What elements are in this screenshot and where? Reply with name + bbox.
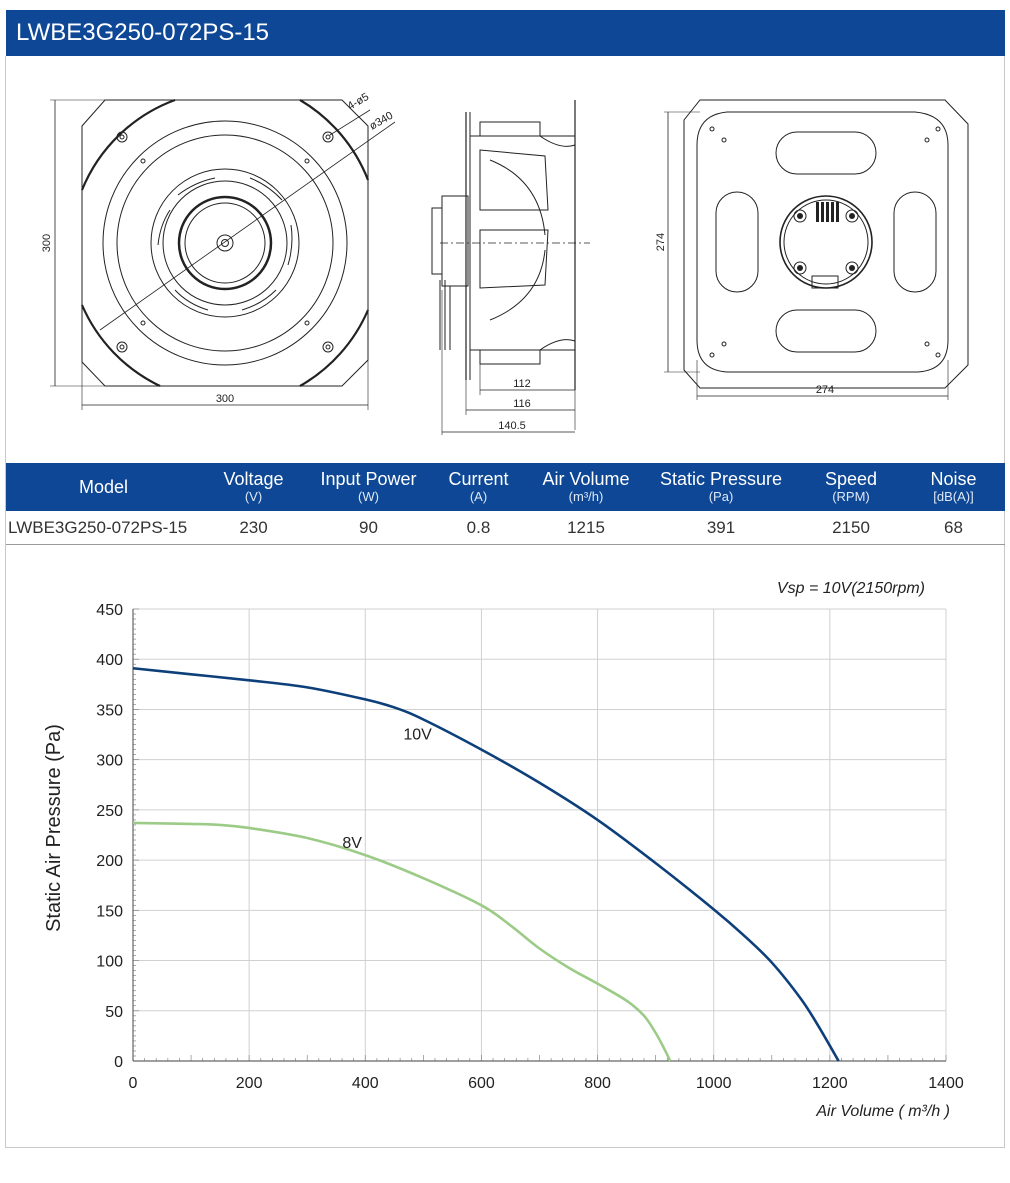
x-tick-labels: 0 200 400 600 800 1000 1200 1400 (129, 1075, 964, 1092)
col-input-power: Input Power (W) (320, 469, 417, 504)
series-label-8v: 8V (342, 835, 362, 852)
series-label-10v: 10V (403, 727, 432, 744)
col-model: Model (78, 477, 129, 497)
cell-model: LWBE3G250-072PS-15 (8, 518, 188, 537)
cell-current: 0.8 (466, 518, 491, 537)
chart-annotation: Vsp = 10V(2150rpm) (777, 580, 925, 597)
back-width-dim: 274 (816, 384, 834, 396)
heatsink-icon (816, 202, 839, 222)
diameter-dim: ø340 (368, 110, 396, 133)
y-tick-label: 150 (96, 903, 123, 920)
back-view-drawing (664, 99, 969, 400)
cell-voltage: 230 (239, 518, 268, 537)
col-air-volume: Air Volume (m³/h) (542, 469, 630, 504)
side-dim-3: 140.5 (498, 420, 526, 432)
y-tick-label: 350 (96, 702, 123, 719)
side-view-drawing (431, 100, 590, 435)
x-tick-label: 400 (352, 1075, 379, 1092)
cell-speed: 2150 (832, 518, 870, 537)
y-tick-label: 400 (96, 652, 123, 669)
front-height-dim: 300 (41, 234, 53, 252)
y-axis-label: Static Air Pressure (Pa) (43, 724, 65, 932)
content-frame (5, 56, 1005, 1148)
cell-static-pressure: 391 (706, 518, 736, 537)
cell-input-power: 90 (359, 518, 378, 537)
performance-chart: 0 200 400 600 800 1000 1200 1400 0 50 100 150 200 25… (43, 580, 964, 1120)
x-tick-label: 800 (584, 1075, 611, 1092)
side-dim-1: 112 (513, 378, 531, 390)
chart-grid (133, 608, 947, 1061)
cell-noise: 68 (944, 518, 963, 537)
back-height-dim: 274 (655, 233, 667, 251)
chart-minor-ticks (132, 608, 947, 1062)
x-tick-label: 600 (468, 1075, 495, 1092)
y-tick-label: 200 (96, 853, 123, 870)
holes-dim: 4-ø5 (346, 91, 372, 113)
y-tick-label: 450 (96, 602, 123, 619)
technical-drawings: 300 300 4-ø5 ø340 112 116 140.5 (41, 91, 969, 435)
spec-table-header: Model Voltage (V) Input Power (W) Current(… (6, 463, 1005, 511)
y-tick-label: 300 (96, 753, 123, 770)
cell-air-volume: 1215 (567, 518, 605, 537)
x-tick-label: 1000 (696, 1075, 732, 1092)
table-row: LWBE3G250-072PS-15 230 90 0.8 1215 391 2… (6, 512, 1005, 545)
y-tick-label: 0 (114, 1054, 123, 1071)
y-tick-label: 250 (96, 803, 123, 820)
front-view-drawing (50, 98, 396, 410)
chart-series: 10V 8V (132, 666, 840, 1062)
x-tick-label: 1200 (812, 1075, 848, 1092)
x-tick-label: 0 (129, 1075, 138, 1092)
series-line-8v (132, 821, 672, 1062)
page-title: LWBE3G250-072PS-15 (6, 10, 1005, 56)
x-tick-label: 1400 (928, 1075, 964, 1092)
chart-axes (132, 609, 946, 1062)
y-tick-labels: 0 50 100 150 200 250 300 350 400 450 (96, 602, 123, 1071)
col-static-pressure: Static Pressure (Pa) (659, 469, 783, 504)
y-tick-label: 100 (96, 954, 123, 971)
side-dim-2: 116 (513, 398, 531, 410)
col-noise: Noise [dB(A)] (930, 469, 977, 504)
y-tick-label: 50 (105, 1004, 123, 1021)
col-speed: Speed (RPM) (824, 469, 878, 504)
col-voltage: Voltage (V) (223, 469, 284, 504)
back-screw-heads (797, 213, 855, 271)
front-width-dim: 300 (216, 393, 234, 405)
series-line-10v (132, 666, 840, 1062)
x-axis-label: Air Volume ( m³/h ) (815, 1103, 950, 1120)
x-tick-label: 200 (236, 1075, 263, 1092)
col-current: Current (A) (448, 469, 509, 504)
